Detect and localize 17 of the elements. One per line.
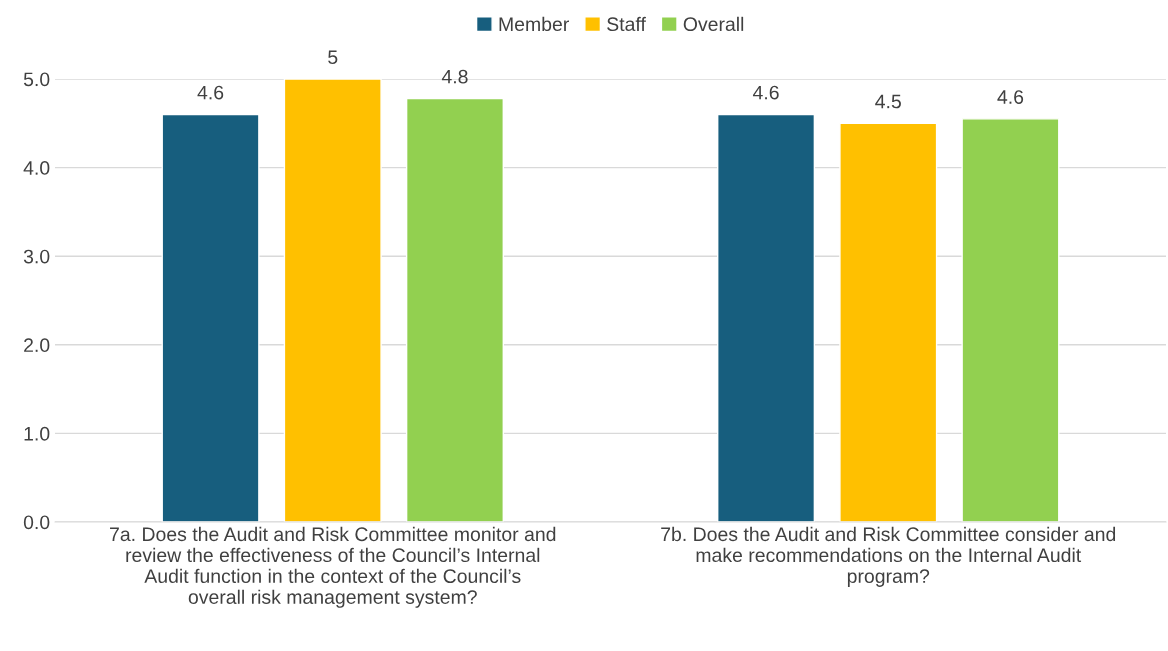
data-label: 4.8 [441,69,468,84]
y-tick-label: 1.0 [24,426,50,441]
legend-label: Overall [683,16,744,32]
y-tick-label: 2.0 [24,338,50,353]
x-tick-label: 7b. Does the Audit and Risk Committee consider and make recommendations on the Internal Audit program? [661,526,1116,587]
data-label: 4.5 [875,94,901,109]
legend-label: Staff [607,16,646,32]
data-label: 4.6 [997,90,1024,104]
y-tick-label: 4.0 [23,161,50,175]
y-tick-label: 5.0 [23,72,50,87]
y-tick-label: 0.0 [23,515,50,530]
data-label: 5 [328,50,338,65]
x-tick-label: 7a. Does the Audit and Risk Committee monitor and review the effectiveness of the Council’s Internal Audit function in the context of the Council’s overall risk management system? [110,526,556,608]
y-tick-label: 3.0 [23,249,50,264]
data-label: 4.6 [752,85,779,100]
legend-label: Member [499,16,569,32]
data-label: 4.6 [197,85,224,100]
